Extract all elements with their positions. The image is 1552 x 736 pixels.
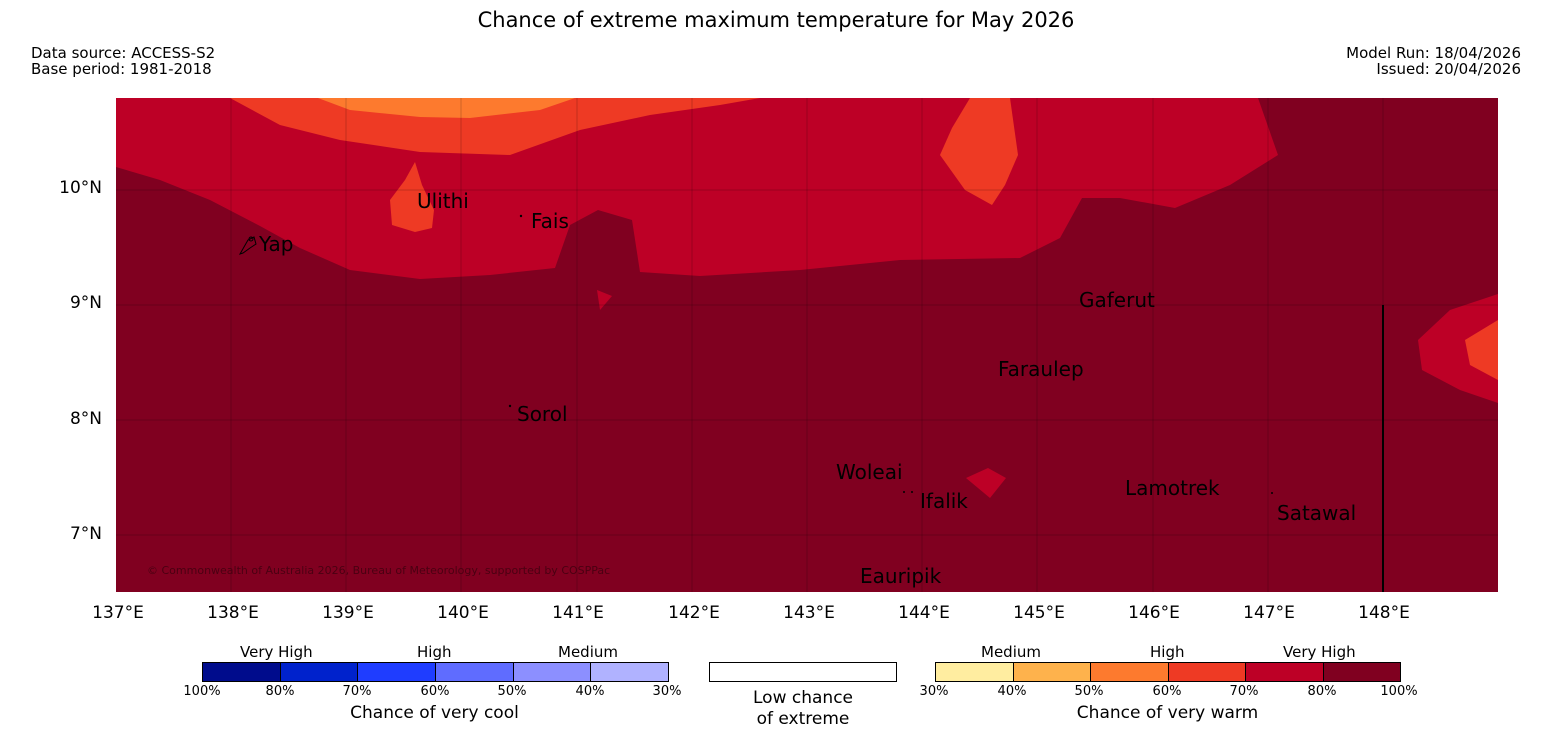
warm-tick: 30% [919, 684, 949, 699]
label-fais[interactable]: Fais [531, 209, 569, 233]
cool-heading-very-high: Very High [240, 643, 313, 661]
zone-50-60-north [318, 98, 575, 118]
warm-tick: 80% [1307, 684, 1337, 699]
zone-60-70-edge [1465, 320, 1498, 380]
warm-tick: 70% [1229, 684, 1259, 699]
warm-segment [1091, 663, 1169, 681]
cool-segment [280, 663, 359, 681]
run-info: Model Run: 18/04/2026 Issued: 20/04/2026 [1346, 45, 1521, 77]
lon-tick-147e: 147°E [1243, 603, 1295, 623]
data-source: Data source: ACCESS-S2 [31, 44, 216, 62]
fais-marker[interactable] [519, 214, 523, 218]
cool-caption: Chance of very cool [350, 703, 519, 723]
ifalik-marker-1[interactable] [903, 491, 905, 493]
zone-70-80-patch [597, 290, 612, 310]
cool-segment [513, 663, 592, 681]
warm-tick: 100% [1380, 684, 1418, 699]
base-period: Base period: 1981-2018 [31, 60, 212, 78]
warm-segment [1246, 663, 1324, 681]
map-title: Chance of extreme maximum temperature fo… [477, 8, 1075, 32]
cool-tick: 100% [183, 684, 221, 699]
low-chance-caption: Low chance of extreme [709, 688, 897, 730]
graticule [116, 98, 1498, 592]
model-run: Model Run: 18/04/2026 [1346, 44, 1521, 62]
warm-heading-medium: Medium [981, 643, 1041, 661]
label-sorol[interactable]: Sorol [517, 402, 568, 426]
cool-tick: 60% [420, 684, 450, 699]
cool-tick: 50% [497, 684, 527, 699]
warm-heading-high: High [1150, 643, 1185, 661]
lon-tick-140e: 140°E [437, 603, 489, 623]
lon-tick-144e: 144°E [898, 603, 950, 623]
lon-tick-139e: 139°E [322, 603, 374, 623]
lon-tick-143e: 143°E [783, 603, 835, 623]
satawal-marker[interactable] [1271, 492, 1273, 494]
lon-tick-137e: 137°E [92, 603, 144, 623]
cool-tick: 40% [575, 684, 605, 699]
label-satawal[interactable]: Satawal [1277, 501, 1356, 525]
zone-60-70-ulithi [390, 162, 434, 232]
sorol-marker[interactable] [508, 404, 512, 408]
lon-tick-142e: 142°E [668, 603, 720, 623]
cool-tick: 70% [342, 684, 372, 699]
lat-tick-9n: 9°N [69, 293, 102, 313]
copyright-notice: © Commonwealth of Australia 2026, Bureau… [147, 564, 610, 577]
lon-tick-138e: 138°E [207, 603, 259, 623]
probability-contours [116, 98, 1498, 592]
cool-segment [203, 663, 281, 681]
cool-segment [591, 663, 669, 681]
warm-segment [936, 663, 1014, 681]
label-woleai[interactable]: Woleai [836, 460, 903, 484]
zone-60-70-east [940, 98, 1018, 205]
label-eauripik[interactable]: Eauripik [860, 564, 942, 588]
warm-caption: Chance of very warm [1076, 703, 1259, 723]
lat-tick-8n: 8°N [69, 409, 102, 429]
label-ifalik[interactable]: Ifalik [920, 489, 968, 513]
lon-tick-145e: 145°E [1013, 603, 1065, 623]
lon-tick-141e: 141°E [552, 603, 604, 623]
low-chance-box [709, 662, 897, 682]
lon-tick-148e: 148°E [1358, 603, 1410, 623]
label-lamotrek[interactable]: Lamotrek [1125, 476, 1220, 500]
zone-60-70-north [230, 98, 760, 155]
cool-segment [436, 663, 514, 681]
warm-heading-very-high: Very High [1283, 643, 1356, 661]
low-chance-line2: of extreme [756, 709, 850, 729]
warm-tick: 50% [1074, 684, 1104, 699]
label-yap[interactable]: Yap [258, 232, 293, 256]
ifalik-marker-2[interactable] [911, 491, 913, 493]
warm-segment [1013, 663, 1091, 681]
warm-segment [1168, 663, 1246, 681]
yap-islet [248, 236, 254, 242]
cool-heading-medium: Medium [558, 643, 618, 661]
warm-colorbar [935, 662, 1401, 682]
cool-tick: 80% [265, 684, 295, 699]
warm-tick: 60% [1152, 684, 1182, 699]
zone-70-80-edge [1418, 294, 1498, 403]
cool-segment [358, 663, 437, 681]
lat-tick-7n: 7°N [69, 524, 102, 544]
warm-segment [1323, 663, 1400, 681]
forecast-map[interactable]: Yap Ulithi Fais Sorol Gaferut Faraulep W… [0, 0, 1552, 600]
zone-70-80-woleai [966, 468, 1006, 498]
cool-tick: 30% [652, 684, 682, 699]
cool-heading-high: High [417, 643, 452, 661]
data-info: Data source: ACCESS-S2 Base period: 1981… [31, 45, 215, 77]
label-faraulep[interactable]: Faraulep [998, 357, 1084, 381]
lon-tick-146e: 146°E [1128, 603, 1180, 623]
yap-outline [238, 236, 257, 255]
low-chance-line1: Low chance [753, 688, 853, 708]
warm-tick: 40% [997, 684, 1027, 699]
cool-colorbar [202, 662, 669, 682]
lat-tick-10n: 10°N [59, 178, 102, 198]
issued-date: Issued: 20/04/2026 [1376, 60, 1521, 78]
label-ulithi[interactable]: Ulithi [417, 189, 469, 213]
label-gaferut[interactable]: Gaferut [1079, 288, 1155, 312]
yap-island[interactable] [238, 236, 257, 255]
